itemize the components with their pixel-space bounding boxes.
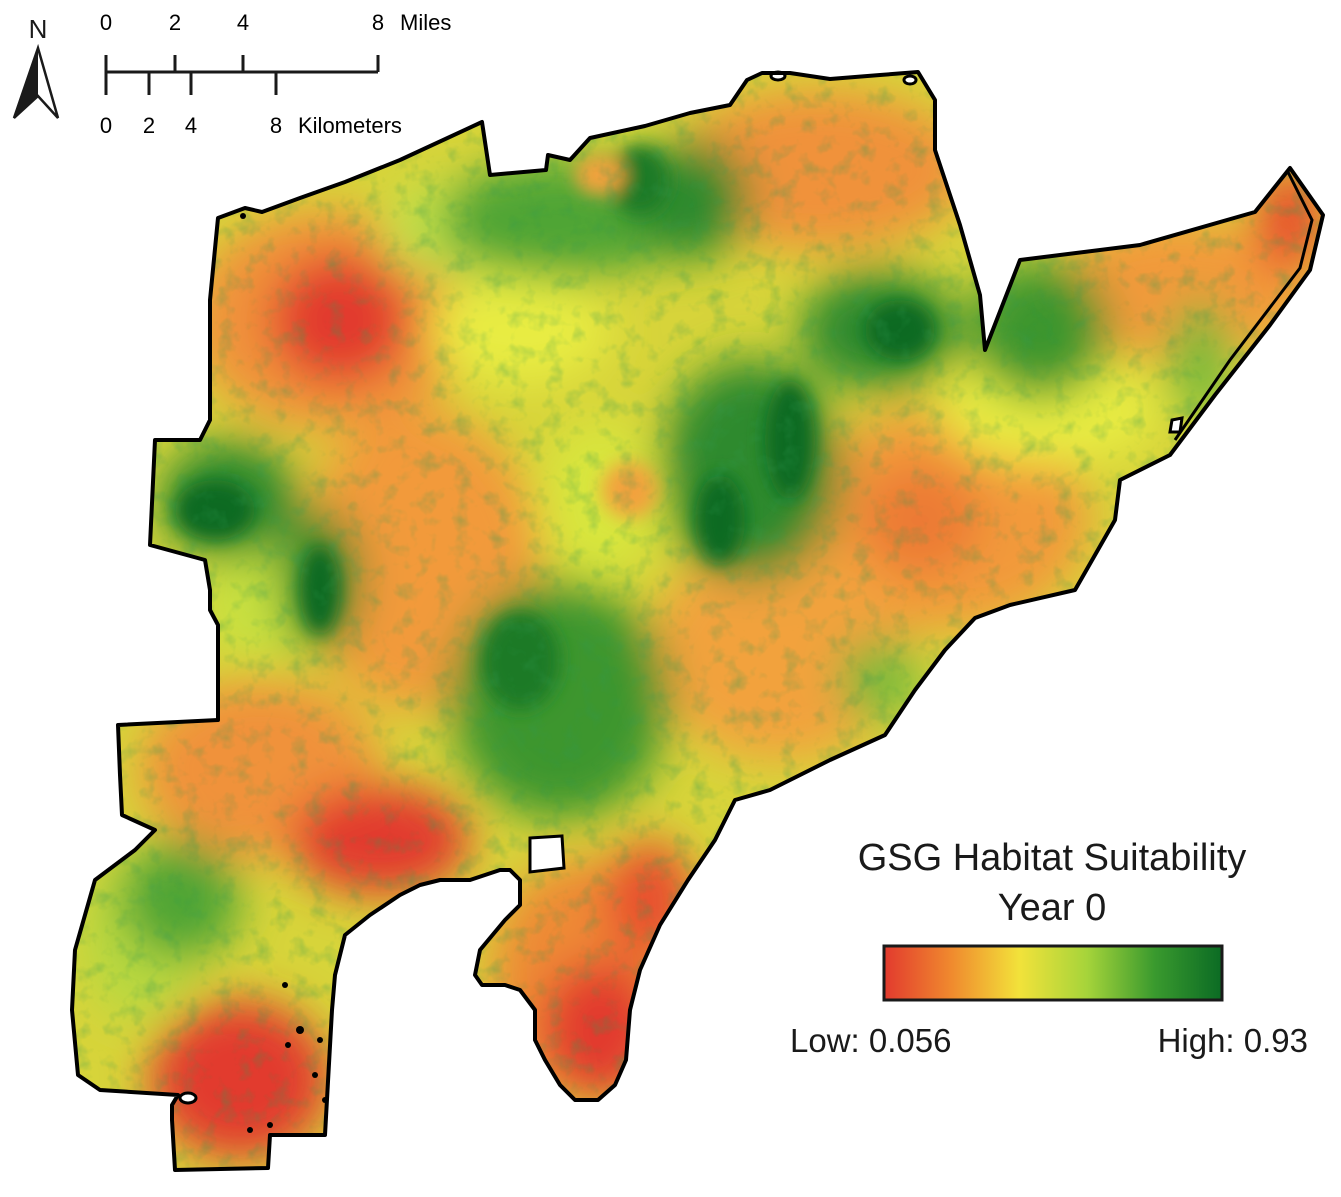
scale-miles-tick-2: 2 — [169, 10, 181, 35]
scale-miles-unit: Miles — [400, 10, 451, 35]
legend: GSG Habitat Suitability Year 0 Low: 0.05… — [790, 837, 1308, 1059]
excluded-areas — [178, 70, 1184, 1105]
linear-feature — [1173, 171, 1314, 441]
north-arrow-label: N — [29, 14, 48, 44]
scale-km-tick-0: 0 — [100, 113, 112, 138]
scale-km-tick-4: 4 — [185, 113, 197, 138]
legend-title: GSG Habitat Suitability — [858, 837, 1247, 879]
legend-color-ramp — [882, 944, 1224, 1002]
scale-km-tick-8: 8 — [270, 113, 282, 138]
scale-bar: 0 2 4 8 Miles 0 2 4 8 Kilometers — [100, 10, 451, 138]
scale-miles-tick-8: 8 — [372, 10, 384, 35]
north-arrow: N — [12, 14, 60, 119]
scale-km-unit: Kilometers — [298, 113, 402, 138]
legend-high-label: High: 0.93 — [1158, 1022, 1308, 1059]
legend-low-label: Low: 0.056 — [790, 1022, 951, 1059]
suitability-raster — [72, 72, 1323, 1170]
scale-km-tick-2: 2 — [143, 113, 155, 138]
study-area-boundary — [70, 70, 1325, 1172]
scale-miles-tick-4: 4 — [237, 10, 249, 35]
scale-miles-tick-0: 0 — [100, 10, 112, 35]
legend-subtitle: Year 0 — [998, 887, 1106, 929]
